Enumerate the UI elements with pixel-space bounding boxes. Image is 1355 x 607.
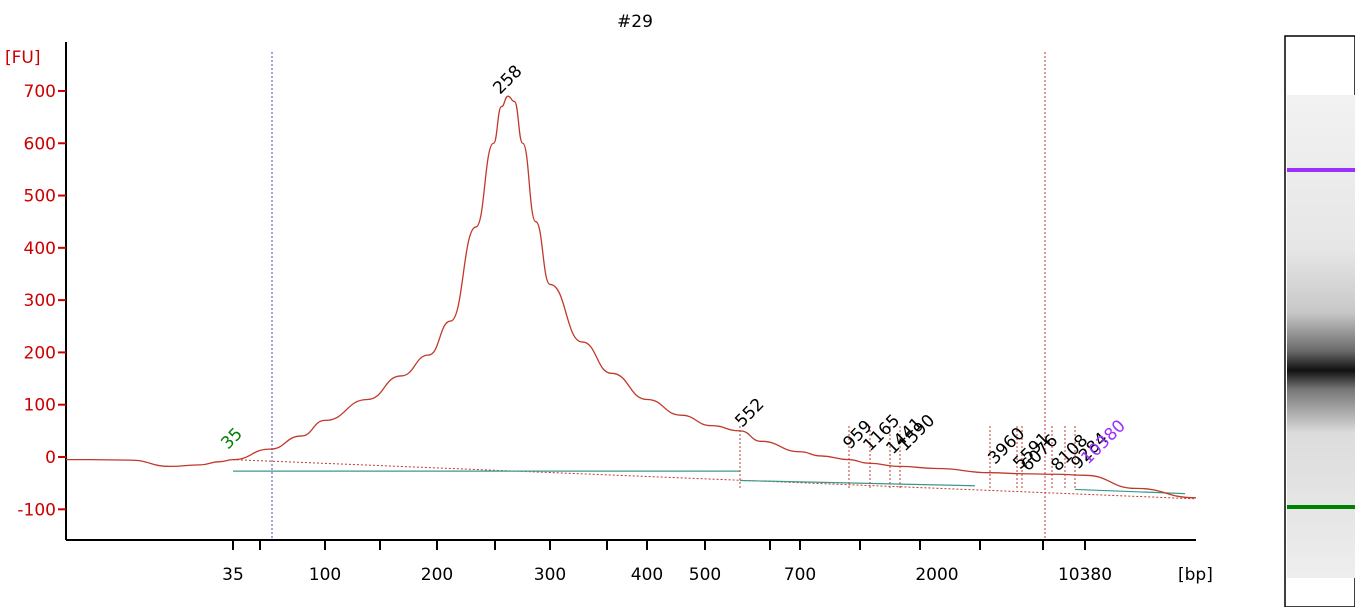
y-axis-unit-label: [FU]: [5, 48, 41, 68]
y-tick-label: 400: [24, 239, 56, 259]
y-tick-label: 500: [24, 187, 56, 207]
y-tick-label: 700: [24, 82, 56, 102]
y-tick-label: 0: [45, 448, 56, 468]
chart-title: #29: [617, 12, 653, 32]
x-tick-label: 300: [534, 565, 566, 585]
electropherogram-chart: #29 [FU] [bp] 700 600 500 400 300 200 100 0 -100…: [5, 12, 1213, 585]
region-baseline: [739, 479, 976, 487]
series-trace: [65, 95, 1197, 499]
baseline: [232, 459, 1197, 500]
x-axis-unit-label: [bp]: [1178, 565, 1213, 585]
x-tick-label: 400: [631, 565, 663, 585]
gel-lower-marker-band: [1287, 505, 1355, 509]
x-tick-label: 700: [784, 565, 816, 585]
x-tick-label: 100: [309, 565, 341, 585]
x-tick-label: 2000: [915, 565, 958, 585]
x-tick-label: 10380: [1058, 565, 1112, 585]
y-tick-label: 200: [24, 343, 56, 363]
x-tick-label: 35: [222, 565, 244, 585]
x-tick-label: 200: [421, 565, 453, 585]
y-tick-label: -100: [17, 500, 56, 520]
y-tick-label: 300: [24, 291, 56, 311]
x-tick-label: 500: [689, 565, 721, 585]
y-tick-label: 600: [24, 134, 56, 154]
gel-lane: [1287, 95, 1355, 578]
y-tick-label: 100: [24, 396, 56, 416]
gel-upper-marker-band: [1287, 168, 1355, 172]
